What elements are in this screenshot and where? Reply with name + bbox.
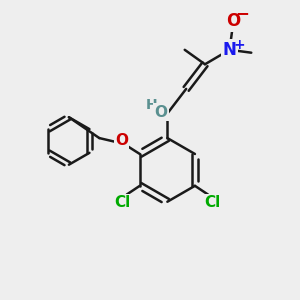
- Text: N: N: [223, 41, 236, 59]
- Text: Cl: Cl: [114, 195, 130, 210]
- Text: −: −: [236, 4, 249, 22]
- Text: O: O: [115, 133, 128, 148]
- Text: +: +: [233, 38, 244, 52]
- Text: O: O: [154, 104, 167, 119]
- Text: O: O: [226, 13, 240, 31]
- Text: Cl: Cl: [204, 195, 220, 210]
- Text: H: H: [146, 98, 157, 112]
